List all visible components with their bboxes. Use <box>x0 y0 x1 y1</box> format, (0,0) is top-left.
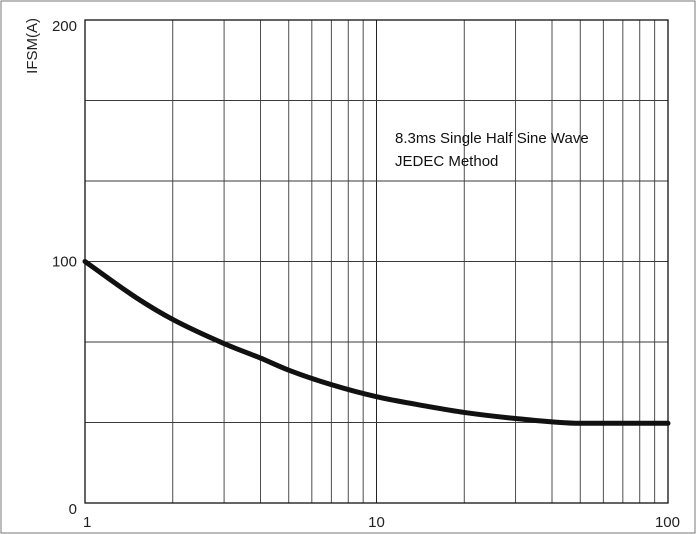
tick-labels: 1 10 100 0 100 200 <box>52 18 680 531</box>
series-line <box>82 259 671 426</box>
x-tick-label: 1 <box>83 514 91 531</box>
chart-annotation: 8.3ms Single Half Sine Wave JEDEC Method <box>395 130 593 170</box>
annotation-line: 8.3ms Single Half Sine Wave <box>395 130 589 147</box>
y-tick-label: 100 <box>52 254 77 271</box>
annotation-line: JEDEC Method <box>395 153 498 170</box>
series-layer <box>82 259 671 426</box>
y-tick-label: 0 <box>69 501 77 518</box>
grid <box>84 20 669 503</box>
x-tick-label: 10 <box>368 514 385 531</box>
x-tick-label: 100 <box>655 514 680 531</box>
y-axis-label: IFSM(A) <box>24 18 41 74</box>
y-tick-label: 200 <box>52 18 77 35</box>
